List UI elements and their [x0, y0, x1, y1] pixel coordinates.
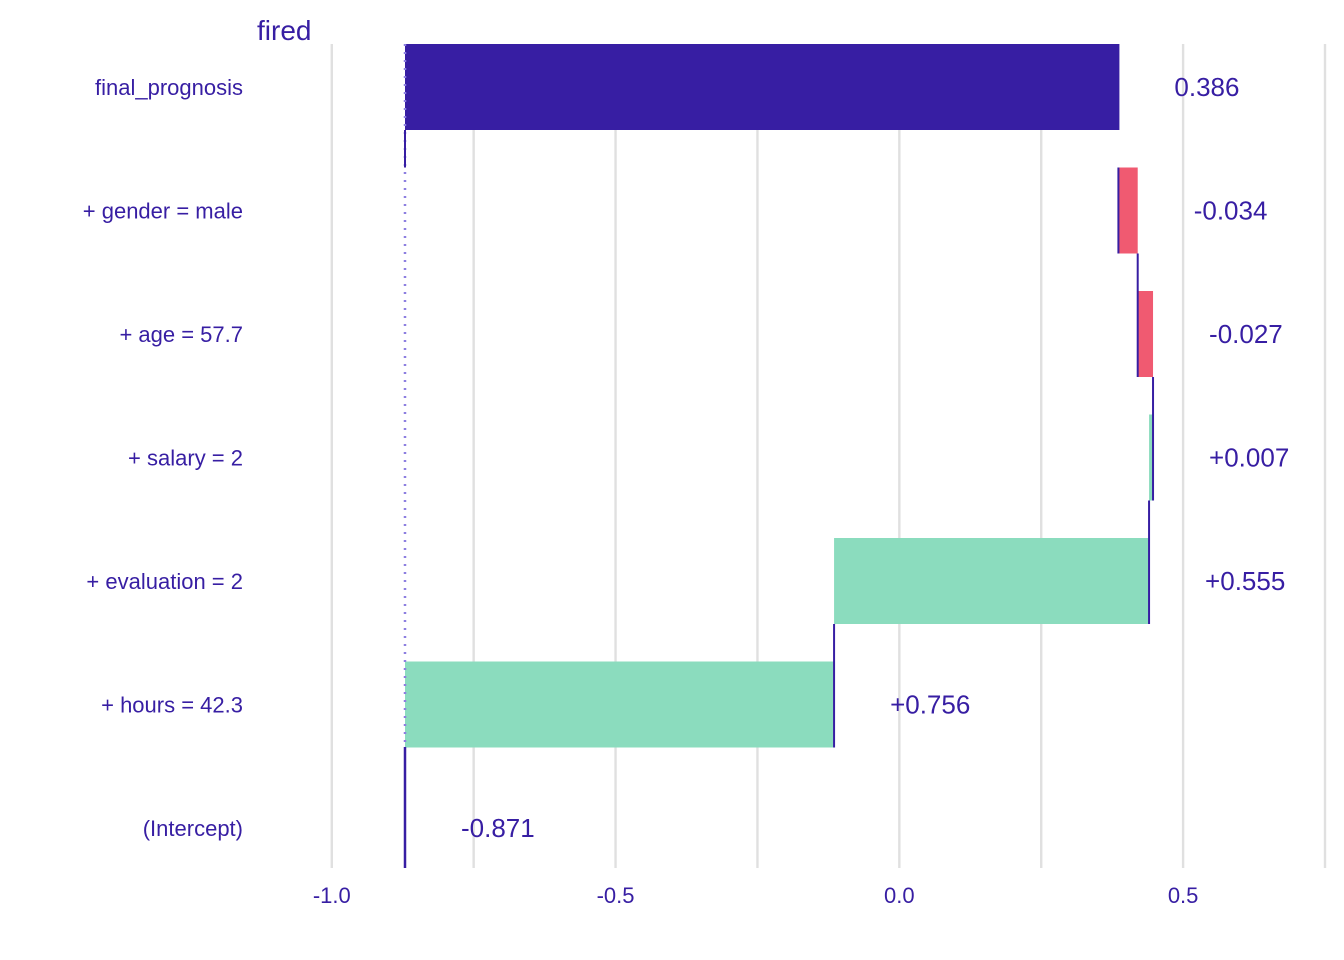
category-label: + gender = male: [83, 199, 243, 224]
value-label: -0.871: [461, 813, 535, 843]
category-label: final_prognosis: [95, 75, 243, 100]
category-label: + salary = 2: [128, 446, 243, 471]
bar: [1149, 414, 1154, 501]
value-label: +0.007: [1209, 443, 1289, 473]
value-label: 0.386: [1174, 72, 1239, 102]
grid: [330, 44, 1327, 868]
value-label: -0.034: [1194, 196, 1268, 226]
category-label: + age = 57.7: [119, 322, 243, 347]
bar: [1118, 167, 1138, 254]
x-tick-label: 0.5: [1168, 883, 1199, 908]
connector-lines: [403, 44, 1155, 868]
value-label: +0.756: [890, 690, 970, 720]
labels: -1.0 -0.5 0.0 0.5 final_prognosis + gender = …: [83, 72, 1290, 908]
category-label: + evaluation = 2: [86, 569, 243, 594]
category-label: (Intercept): [143, 816, 243, 841]
bars: [404, 44, 1154, 748]
x-tick-label: -1.0: [313, 883, 351, 908]
bar: [404, 661, 835, 748]
bar: [834, 538, 1150, 624]
x-tick-label: 0.0: [884, 883, 915, 908]
category-label: + hours = 42.3: [101, 693, 243, 718]
value-label: -0.027: [1209, 319, 1283, 349]
chart-title: fired: [257, 15, 311, 46]
x-tick-label: -0.5: [597, 883, 635, 908]
bar: [1137, 291, 1154, 377]
bar: [404, 44, 1119, 130]
value-label: +0.555: [1205, 566, 1285, 596]
